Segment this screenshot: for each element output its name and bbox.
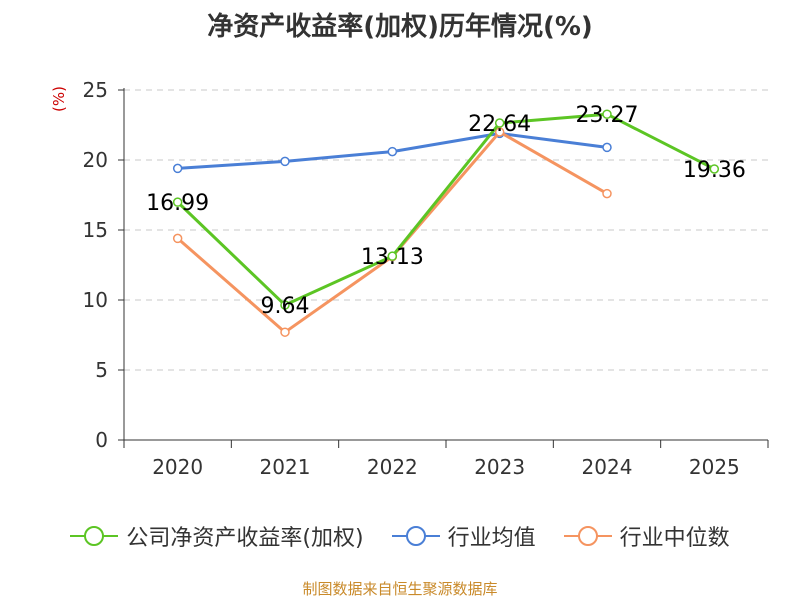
- legend-label-company: 公司净资产收益率(加权): [126, 526, 364, 551]
- legend-marker-industry-mean: [405, 526, 426, 546]
- legend: 公司净资产收益率(加权) 行业均值 行业中位数: [0, 520, 800, 552]
- y-tick-label-0: 0: [95, 428, 108, 452]
- series-0-point-2025: [709, 164, 720, 174]
- data-label-2023: 22.64: [468, 112, 531, 137]
- data-labels: 16.99 9.64 13.13 22.64 23.27 19.36: [146, 103, 746, 319]
- data-label-2025: 19.36: [683, 158, 746, 183]
- legend-item-company[interactable]: 公司净资产收益率(加权): [70, 520, 364, 552]
- x-tick-label-2021: 2021: [260, 455, 311, 479]
- series-0-point-2020: [172, 197, 183, 207]
- y-tick-label-25: 25: [83, 78, 108, 102]
- series-line-0: [176, 112, 716, 307]
- series-0-point-2024: [602, 109, 612, 119]
- series-1-point-2022: [387, 146, 398, 157]
- data-source-note: 制图数据来自恒生聚源数据库: [302, 580, 498, 598]
- series-1-point-2020: [172, 163, 183, 174]
- series-2-point-2021: [280, 327, 290, 337]
- data-label-2022: 13.13: [361, 245, 424, 270]
- legend-label-industry-mean: 行业均值: [447, 526, 536, 551]
- gridlines: [124, 89, 768, 371]
- chart-title: 净资产收益率(加权)历年情况(%): [207, 12, 593, 42]
- legend-label-industry-median: 行业中位数: [619, 526, 730, 551]
- legend-swatch-industry-median: [563, 526, 612, 546]
- series: [172, 109, 720, 337]
- x-tick-label-2023: 2023: [474, 455, 525, 479]
- legend-marker-industry-median: [577, 526, 598, 546]
- series-0-point-2023: [494, 118, 505, 128]
- data-label-2021: 9.64: [261, 294, 310, 319]
- series-1-point-2021: [280, 156, 290, 167]
- y-tick-label-5: 5: [95, 358, 108, 382]
- legend-swatch-company: [70, 526, 119, 546]
- legend-swatch-industry-mean: [391, 526, 440, 546]
- data-label-2024: 23.27: [576, 103, 639, 128]
- x-tick-label-2024: 2024: [582, 455, 633, 479]
- y-tick-label-20: 20: [83, 148, 108, 172]
- series-2-point-2024: [602, 188, 612, 199]
- x-tick-label-2020: 2020: [152, 455, 203, 479]
- legend-item-industry-mean[interactable]: 行业均值: [391, 520, 536, 552]
- x-tick-label-2022: 2022: [367, 455, 418, 479]
- series-0-point-2022: [387, 251, 398, 261]
- legend-item-industry-median[interactable]: 行业中位数: [563, 520, 730, 552]
- series-2-point-2020: [172, 233, 183, 244]
- data-label-2020: 16.99: [146, 191, 209, 216]
- y-tick-label-15: 15: [83, 218, 108, 242]
- series-0-point-2021: [280, 300, 290, 310]
- series-1-point-2024: [602, 142, 612, 153]
- series-line-2: [176, 130, 608, 334]
- y-tick-label-10: 10: [83, 288, 108, 312]
- legend-marker-company: [84, 526, 105, 546]
- x-tick-label-2025: 2025: [689, 455, 740, 479]
- series-2-point-2023: [494, 127, 505, 137]
